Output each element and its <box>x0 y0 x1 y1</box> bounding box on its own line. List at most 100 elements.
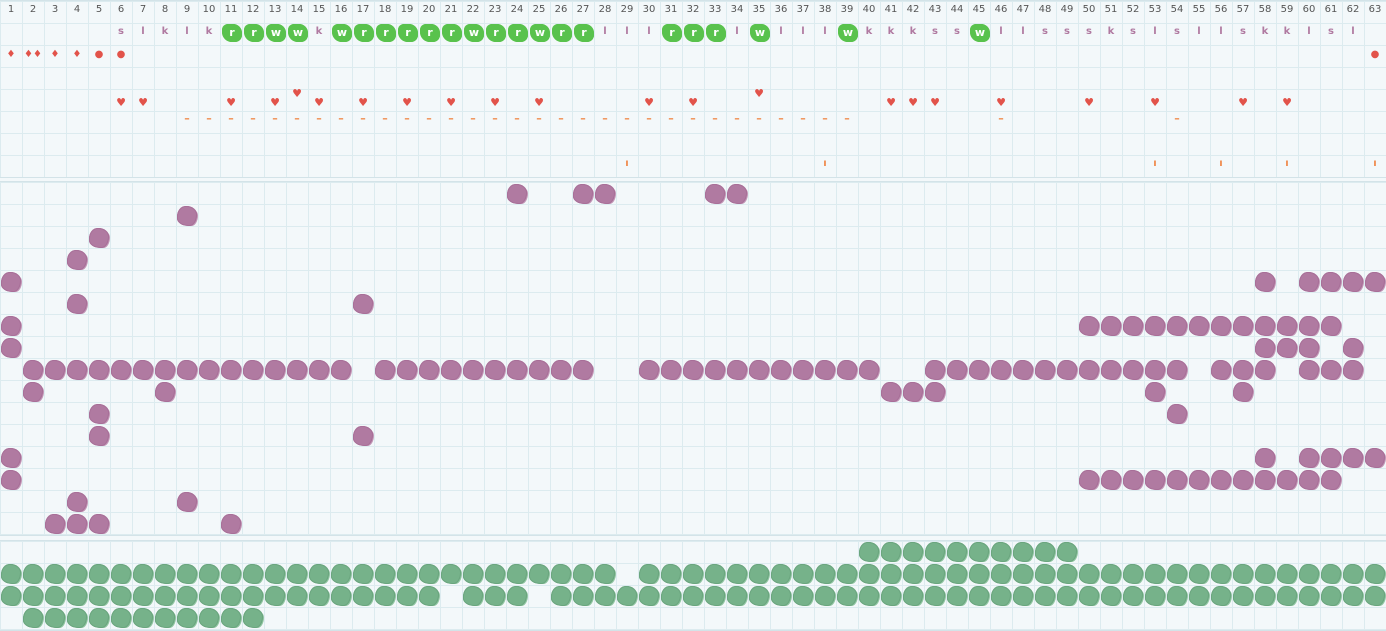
letter-label[interactable]: k <box>887 26 895 37</box>
note-cell-purple[interactable] <box>89 228 109 248</box>
note-cell-green[interactable] <box>111 608 131 628</box>
highlighted-letter-badge[interactable]: w <box>464 24 484 42</box>
letter-label[interactable]: l <box>801 26 805 37</box>
note-cell-purple[interactable] <box>1 316 21 336</box>
note-cell-green[interactable] <box>859 564 879 584</box>
note-cell-purple[interactable] <box>507 360 527 380</box>
note-cell-purple[interactable] <box>925 382 945 402</box>
note-cell-purple[interactable] <box>287 360 307 380</box>
note-cell-purple[interactable] <box>1277 470 1297 490</box>
note-cell-green[interactable] <box>573 586 593 606</box>
note-cell-green[interactable] <box>507 564 527 584</box>
note-cell-green[interactable] <box>749 564 769 584</box>
note-cell-green[interactable] <box>243 608 263 628</box>
note-cell-purple[interactable] <box>705 360 725 380</box>
note-cell-green[interactable] <box>573 564 593 584</box>
note-cell-purple[interactable] <box>89 404 109 424</box>
note-cell-green[interactable] <box>925 564 945 584</box>
note-cell-purple[interactable] <box>947 360 967 380</box>
note-cell-green[interactable] <box>67 586 87 606</box>
note-cell-purple[interactable] <box>573 360 593 380</box>
note-cell-purple[interactable] <box>243 360 263 380</box>
note-cell-purple[interactable] <box>309 360 329 380</box>
highlighted-letter-badge[interactable]: r <box>354 24 374 42</box>
note-cell-green[interactable] <box>881 586 901 606</box>
note-cell-green[interactable] <box>705 564 725 584</box>
note-cell-green[interactable] <box>507 586 527 606</box>
note-cell-purple[interactable] <box>419 360 439 380</box>
note-cell-purple[interactable] <box>595 184 615 204</box>
note-cell-green[interactable] <box>133 608 153 628</box>
note-cell-green[interactable] <box>1123 564 1143 584</box>
note-cell-purple[interactable] <box>1 470 21 490</box>
note-cell-green[interactable] <box>661 564 681 584</box>
highlighted-letter-badge[interactable]: r <box>442 24 462 42</box>
note-cell-purple[interactable] <box>925 360 945 380</box>
note-cell-green[interactable] <box>1079 586 1099 606</box>
note-cell-green[interactable] <box>771 586 791 606</box>
highlighted-letter-badge[interactable]: r <box>244 24 264 42</box>
highlighted-letter-badge[interactable]: r <box>706 24 726 42</box>
note-cell-purple[interactable] <box>903 382 923 402</box>
note-cell-purple[interactable] <box>991 360 1011 380</box>
note-cell-purple[interactable] <box>771 360 791 380</box>
note-cell-purple[interactable] <box>1167 404 1187 424</box>
note-cell-green[interactable] <box>155 586 175 606</box>
highlighted-letter-badge[interactable]: r <box>684 24 704 42</box>
letter-label[interactable]: l <box>603 26 607 37</box>
note-cell-green[interactable] <box>639 564 659 584</box>
note-cell-green[interactable] <box>859 586 879 606</box>
note-cell-green[interactable] <box>947 586 967 606</box>
note-cell-purple[interactable] <box>1343 360 1363 380</box>
note-cell-purple[interactable] <box>353 426 373 446</box>
note-cell-purple[interactable] <box>1145 470 1165 490</box>
note-cell-green[interactable] <box>243 586 263 606</box>
highlighted-letter-badge[interactable]: r <box>376 24 396 42</box>
note-cell-purple[interactable] <box>23 382 43 402</box>
note-cell-green[interactable] <box>111 586 131 606</box>
letter-label[interactable]: l <box>735 26 739 37</box>
note-cell-purple[interactable] <box>353 294 373 314</box>
note-cell-green[interactable] <box>1343 564 1363 584</box>
note-cell-purple[interactable] <box>441 360 461 380</box>
note-cell-purple[interactable] <box>1299 470 1319 490</box>
note-cell-purple[interactable] <box>67 294 87 314</box>
note-cell-purple[interactable] <box>45 514 65 534</box>
note-cell-purple[interactable] <box>1145 360 1165 380</box>
note-cell-purple[interactable] <box>1233 382 1253 402</box>
letter-label[interactable]: s <box>1174 26 1180 37</box>
note-cell-purple[interactable] <box>45 360 65 380</box>
note-cell-green[interactable] <box>1167 564 1187 584</box>
highlighted-letter-badge[interactable]: r <box>420 24 440 42</box>
letter-label[interactable]: k <box>1261 26 1269 37</box>
letter-label[interactable]: l <box>141 26 145 37</box>
note-cell-green[interactable] <box>133 564 153 584</box>
note-cell-green[interactable] <box>1321 586 1341 606</box>
note-cell-green[interactable] <box>397 564 417 584</box>
note-cell-purple[interactable] <box>881 382 901 402</box>
note-cell-green[interactable] <box>397 586 417 606</box>
note-cell-green[interactable] <box>903 564 923 584</box>
note-cell-green[interactable] <box>1255 586 1275 606</box>
note-cell-green[interactable] <box>45 564 65 584</box>
note-cell-green[interactable] <box>661 586 681 606</box>
note-cell-purple[interactable] <box>1211 470 1231 490</box>
note-cell-green[interactable] <box>353 564 373 584</box>
note-cell-purple[interactable] <box>1365 272 1385 292</box>
note-cell-purple[interactable] <box>331 360 351 380</box>
note-cell-purple[interactable] <box>1079 360 1099 380</box>
note-cell-purple[interactable] <box>1211 316 1231 336</box>
note-cell-green[interactable] <box>595 586 615 606</box>
note-cell-green[interactable] <box>419 586 439 606</box>
note-cell-green[interactable] <box>969 586 989 606</box>
note-cell-green[interactable] <box>375 564 395 584</box>
note-cell-purple[interactable] <box>375 360 395 380</box>
note-cell-green[interactable] <box>925 542 945 562</box>
letter-label[interactable]: s <box>1328 26 1334 37</box>
highlighted-letter-badge[interactable]: w <box>288 24 308 42</box>
highlighted-letter-badge[interactable]: r <box>574 24 594 42</box>
note-cell-green[interactable] <box>1013 564 1033 584</box>
note-cell-purple[interactable] <box>1145 382 1165 402</box>
note-cell-purple[interactable] <box>1299 316 1319 336</box>
note-cell-purple[interactable] <box>67 514 87 534</box>
